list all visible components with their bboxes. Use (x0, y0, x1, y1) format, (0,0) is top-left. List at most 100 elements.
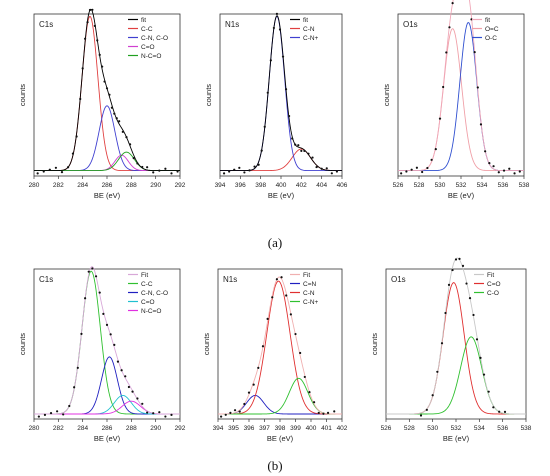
plot-frame (385, 268, 527, 420)
x-tick-label: 398 (255, 182, 266, 189)
data-point (410, 168, 413, 171)
data-point (289, 313, 292, 316)
data-point (71, 152, 75, 155)
data-point (129, 143, 132, 146)
figure-label-a: (a) (268, 235, 282, 250)
data-point (473, 50, 476, 54)
data-point (152, 171, 155, 174)
x-tick-label: 396 (235, 182, 246, 189)
data-point (238, 166, 241, 169)
data-point (438, 117, 442, 120)
data-point (68, 404, 71, 408)
x-tick-label: 399 (290, 425, 301, 432)
data-point (430, 158, 433, 161)
x-tick-label: 401 (321, 425, 332, 432)
plot-frame (397, 13, 525, 177)
legend-entry: Fit (487, 272, 494, 279)
data-point (451, 2, 454, 5)
data-point (266, 317, 269, 320)
data-point (91, 267, 94, 270)
data-point (127, 385, 130, 389)
data-point (269, 59, 272, 62)
chart-a-o1s: 526 528 530 532 534 536 538 BE (eV) counts O1s fit… (382, 0, 530, 200)
data-point (518, 170, 521, 173)
data-point (108, 93, 111, 96)
x-axis-label: BE (eV) (268, 191, 295, 200)
data-point (42, 170, 45, 173)
x-tick-label: 288 (126, 182, 137, 189)
data-point (320, 167, 323, 170)
data-point (75, 135, 78, 138)
x-tick-label: 402 (296, 182, 307, 189)
x-tick-label: 394 (213, 425, 224, 432)
x-tick-label: 282 (53, 182, 64, 189)
data-point (66, 166, 70, 169)
chart-a-n1s: 394 396 398 400 402 404 406 BE (eV) counts N1s fit… (204, 12, 348, 200)
legend-entry: C=O (487, 281, 501, 288)
data-point (98, 53, 101, 56)
legend-entry: Fit (141, 272, 148, 279)
y-axis-label: counts (382, 84, 391, 106)
data-point (76, 366, 79, 369)
data-point (442, 85, 445, 89)
x-tick-label: 280 (29, 182, 40, 189)
data-point (253, 165, 256, 168)
y-axis-label: counts (204, 84, 213, 106)
legend-entry: C=O (141, 299, 155, 306)
x-tick-label: 526 (381, 425, 392, 432)
data-point (91, 8, 94, 11)
chart-a-c1s: 280 282 284 286 288 290 292 BE (eV) counts C1s fit… (18, 8, 186, 200)
data-point (229, 411, 232, 414)
data-point (164, 415, 167, 418)
data-point (503, 410, 507, 413)
data-point (257, 366, 260, 369)
data-point (447, 283, 451, 287)
chart-title: O1s (391, 275, 406, 284)
x-tick-label: 400 (276, 182, 287, 189)
legend-entry: N-C=O (141, 53, 161, 60)
data-point (80, 332, 83, 335)
data-point (98, 291, 101, 294)
data-point (425, 408, 428, 411)
data-point (96, 39, 99, 42)
chart-title: C1s (39, 20, 53, 29)
x-tick-label: 400 (306, 425, 317, 432)
data-point (176, 170, 179, 173)
data-point (448, 26, 451, 29)
x-tick-label: 536 (497, 425, 508, 432)
data-point (36, 172, 39, 175)
data-point (84, 297, 87, 300)
data-point (513, 172, 516, 175)
data-point (479, 356, 482, 359)
legend-entry: C-C (141, 281, 153, 288)
plot-frame (217, 268, 343, 420)
x-axis-label: BE (eV) (94, 434, 121, 443)
data-point (266, 91, 269, 94)
data-point (243, 402, 246, 406)
data-point (303, 149, 306, 152)
x-tick-label: 538 (521, 425, 532, 432)
data-point (426, 166, 429, 170)
data-point (113, 343, 116, 346)
data-point (497, 171, 500, 174)
data-point (508, 167, 511, 170)
data-point (281, 55, 285, 58)
x-tick-label: 395 (228, 425, 239, 432)
data-point (233, 168, 236, 171)
legend-entry: O=C (485, 26, 499, 33)
data-point (311, 156, 314, 159)
data-point (141, 165, 144, 169)
x-tick-label: 536 (498, 182, 509, 189)
legend-entry: C=N (303, 281, 316, 288)
data-point (487, 390, 490, 393)
plot-frame (33, 13, 181, 177)
legend-entry: C-N (303, 290, 315, 297)
data-point (109, 333, 112, 336)
x-tick-label: 528 (404, 425, 415, 432)
data-point (146, 166, 149, 169)
data-point (498, 410, 501, 413)
data-point (297, 144, 300, 147)
data-point (110, 106, 113, 109)
data-point (54, 166, 58, 169)
